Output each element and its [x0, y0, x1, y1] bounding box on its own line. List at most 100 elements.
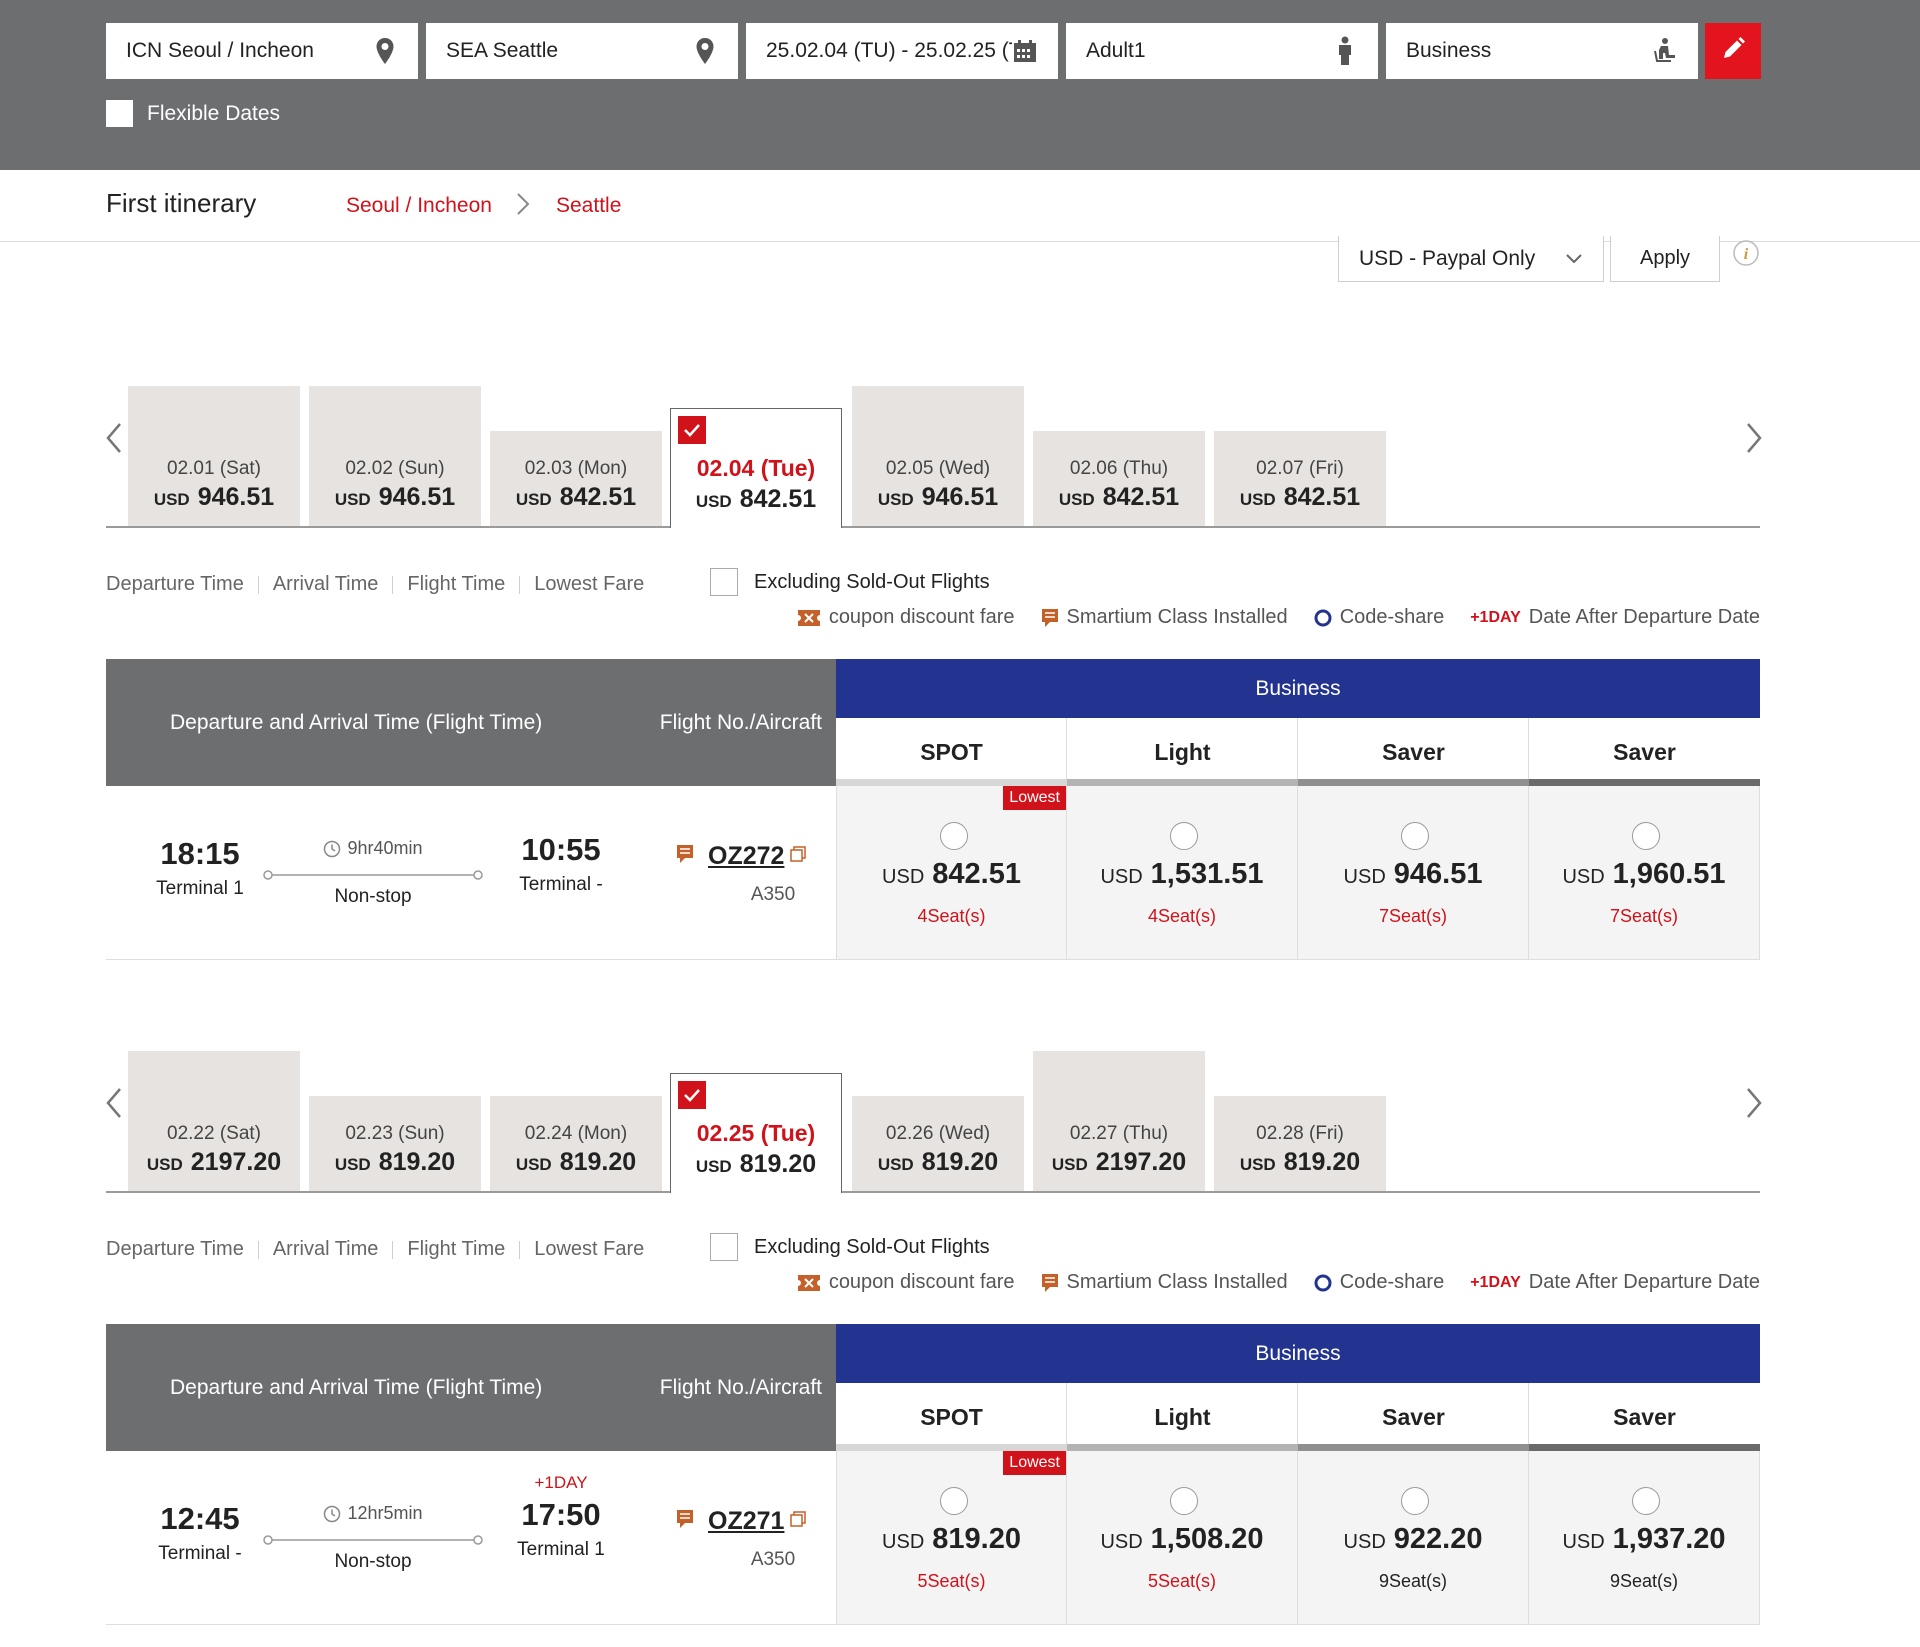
date-field[interactable]: 25.02.04 (TU) - 25.02.25 (T...: [746, 23, 1058, 79]
flight-number-link[interactable]: OZ272: [708, 842, 785, 870]
currency-code: USD: [1058, 490, 1095, 509]
sort-lowest-fare[interactable]: Lowest Fare: [534, 573, 645, 595]
date-label: 02.01 (Sat): [167, 458, 261, 479]
price-value: 1,508.20: [1150, 1523, 1264, 1555]
destination-field[interactable]: SEA Seattle: [426, 23, 738, 79]
departure-terminal: Terminal -: [158, 1543, 242, 1564]
apply-button[interactable]: Apply: [1610, 236, 1720, 282]
date-card[interactable]: 02.28 (Fri) USD 819.20: [1214, 1096, 1386, 1191]
edit-search-button[interactable]: [1705, 23, 1761, 79]
origin-field[interactable]: ICN Seoul / Incheon: [106, 23, 418, 79]
exclude-sold-out-checkbox[interactable]: [710, 568, 738, 596]
date-card[interactable]: 02.07 (Fri) USD 842.51: [1214, 431, 1386, 526]
flight-number-link[interactable]: OZ271: [708, 1507, 785, 1535]
fare-cell[interactable]: USD 922.20 9Seat(s): [1298, 1451, 1529, 1625]
date-card[interactable]: 02.01 (Sat) USD 946.51: [128, 386, 300, 526]
sort-departure-time[interactable]: Departure Time: [106, 573, 244, 595]
sort-arrival-time[interactable]: Arrival Time: [272, 573, 379, 595]
flight-row-info: 12:45 Terminal - 12hr5min Non-stop +1DAY…: [106, 1451, 836, 1625]
fare-radio[interactable]: [1401, 1487, 1429, 1515]
sort-flight-time[interactable]: Flight Time: [407, 573, 506, 595]
seats-available: 7Seat(s): [1609, 906, 1679, 926]
legend-coupon: coupon discount fare: [828, 606, 1015, 628]
fare-tier-bar: [1529, 779, 1760, 786]
divider: [1066, 1383, 1067, 1444]
fare-cell[interactable]: USD 1,508.20 5Seat(s): [1067, 1451, 1298, 1625]
date-card[interactable]: 02.05 (Wed) USD 946.51: [852, 386, 1024, 526]
date-card[interactable]: 02.02 (Sun) USD 946.51: [309, 386, 481, 526]
fare-radio[interactable]: [1170, 1487, 1198, 1515]
date-price: USD 946.51: [128, 483, 300, 512]
price-value: 1,937.20: [1612, 1523, 1726, 1555]
date-card[interactable]: 02.26 (Wed) USD 819.20: [852, 1096, 1024, 1191]
info-icon[interactable]: i: [1733, 240, 1759, 266]
flight-duration-value: 9hr40min: [347, 838, 423, 858]
exclude-sold-out[interactable]: Excluding Sold-Out Flights: [710, 1233, 990, 1261]
exclude-sold-out[interactable]: Excluding Sold-Out Flights: [710, 568, 990, 596]
date-card[interactable]: 02.25 (Tue) USD 819.20: [670, 1073, 842, 1193]
date-label: 02.26 (Wed): [885, 1123, 991, 1144]
sort-departure-time[interactable]: Departure Time: [106, 1238, 244, 1260]
clock-icon: [323, 1505, 341, 1523]
prev-dates-button[interactable]: [102, 1083, 126, 1123]
flexible-dates-checkbox[interactable]: [106, 100, 133, 127]
fare-radio[interactable]: [940, 1487, 968, 1515]
date-card[interactable]: 02.03 (Mon) USD 842.51: [490, 431, 662, 526]
fare-cell[interactable]: Lowest USD 842.51 4Seat(s): [836, 786, 1067, 960]
outbound-date-carousel: 02.01 (Sat) USD 946.51 02.02 (Sun) USD 946.51…: [106, 348, 1762, 528]
fare-radio[interactable]: [1632, 822, 1660, 850]
next-dates-button[interactable]: [1742, 1083, 1766, 1123]
passenger-field[interactable]: Adult1: [1066, 23, 1378, 79]
next-dates-button[interactable]: [1742, 418, 1766, 458]
cabin-field[interactable]: Business: [1386, 23, 1698, 79]
fare-type-label: Saver: [1613, 1403, 1676, 1430]
flexible-dates[interactable]: Flexible Dates: [106, 100, 280, 127]
prev-dates-button[interactable]: [102, 418, 126, 458]
arrival-plus-day: +1DAY: [534, 1473, 588, 1492]
fare-cell[interactable]: USD 1,960.51 7Seat(s): [1529, 786, 1760, 960]
date-card[interactable]: 02.27 (Thu) USD 2197.20: [1033, 1051, 1205, 1191]
fare-tier-bar: [1067, 1444, 1298, 1451]
date-card[interactable]: 02.04 (Tue) USD 842.51: [670, 408, 842, 528]
fare-radio[interactable]: [1170, 822, 1198, 850]
fare-radio[interactable]: [1632, 1487, 1660, 1515]
currency-select[interactable]: USD - Paypal Only: [1338, 236, 1604, 282]
sort-flight-time[interactable]: Flight Time: [407, 1238, 506, 1260]
fare-radio[interactable]: [1401, 822, 1429, 850]
fare-tier-bar: [1298, 1444, 1529, 1451]
fare-cell[interactable]: USD 946.51 7Seat(s): [1298, 786, 1529, 960]
smartium-icon: [676, 1509, 694, 1534]
currency-code: USD: [1562, 1531, 1605, 1553]
itinerary-header: First itinerary Seoul / Incheon Seattle: [0, 170, 1920, 242]
fare-cell[interactable]: Lowest USD 819.20 5Seat(s): [836, 1451, 1067, 1625]
exclude-sold-out-checkbox[interactable]: [710, 1233, 738, 1261]
row-divider: [106, 1624, 836, 1625]
carousel-baseline: [106, 526, 1760, 528]
flight-number[interactable]: OZ272: [676, 842, 807, 871]
currency-code: USD: [515, 1155, 552, 1174]
price-value: 842.51: [1102, 483, 1180, 511]
fare-cell[interactable]: USD 1,531.51 4Seat(s): [1067, 786, 1298, 960]
itinerary-title: First itinerary: [106, 188, 257, 218]
divider: [1066, 718, 1067, 779]
sort-arrival-time[interactable]: Arrival Time: [272, 1238, 379, 1260]
date-card[interactable]: 02.22 (Sat) USD 2197.20: [128, 1051, 300, 1191]
date-price: USD 819.20: [309, 1148, 481, 1177]
date-card[interactable]: 02.24 (Mon) USD 819.20: [490, 1096, 662, 1191]
price-value: 842.51: [932, 858, 1021, 890]
clock-icon: [323, 840, 341, 858]
price-value: 1,531.51: [1150, 858, 1264, 890]
sort-lowest-fare[interactable]: Lowest Fare: [534, 1238, 645, 1260]
date-card[interactable]: 02.23 (Sun) USD 819.20: [309, 1096, 481, 1191]
currency-code: USD: [1100, 866, 1143, 888]
fare-cell[interactable]: USD 1,937.20 9Seat(s): [1529, 1451, 1760, 1625]
date-label: 02.02 (Sun): [345, 458, 445, 479]
fare-price: USD 1,960.51: [1529, 858, 1759, 891]
fare-type-header: SPOT: [836, 1383, 1067, 1451]
fare-type-label: Saver: [1382, 1403, 1445, 1430]
fare-radio[interactable]: [940, 822, 968, 850]
divider: [519, 1240, 521, 1259]
fare-type-label: Light: [1154, 738, 1211, 765]
flight-number[interactable]: OZ271: [676, 1507, 807, 1536]
date-card[interactable]: 02.06 (Thu) USD 842.51: [1033, 431, 1205, 526]
